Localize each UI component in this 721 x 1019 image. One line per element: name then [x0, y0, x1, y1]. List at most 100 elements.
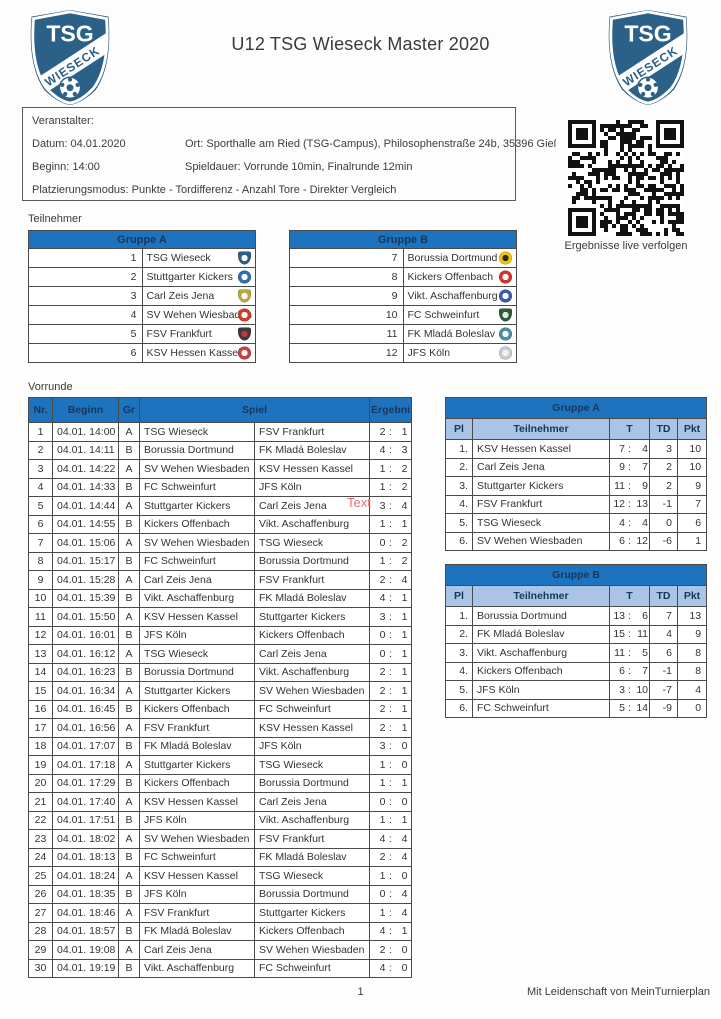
match-group: A	[118, 866, 140, 886]
match-group: A	[118, 940, 140, 960]
score-separator: :	[389, 851, 392, 864]
standings-row: 2. Carl Zeis Jena 9:7 2 10	[445, 457, 708, 477]
away-score: 2	[401, 481, 408, 494]
goal-difference: 6	[649, 643, 678, 663]
rank: 1.	[445, 439, 473, 459]
goals-separator: :	[628, 479, 631, 492]
group-a-title: Gruppe A	[28, 230, 256, 249]
match-result: 1:4	[369, 903, 412, 923]
group-b-title: Gruppe B	[289, 230, 517, 249]
crest-top-text: TSG	[46, 21, 93, 47]
away-team: FK Mladá Boleslav	[254, 588, 370, 608]
away-score: 1	[401, 610, 408, 623]
goal-difference: 7	[649, 606, 678, 626]
home-team: Carl Zeis Jena	[139, 940, 255, 960]
away-score: 0	[401, 869, 408, 882]
team-name: Borussia Dortmund	[472, 606, 610, 626]
team-cell: SV Wehen Wiesbaden	[141, 305, 256, 325]
home-score: 3	[379, 610, 386, 623]
match-row: 28 04.01. 18:57 B FK Mladá Boleslav Kickers …	[28, 921, 412, 941]
match-number: 12	[28, 625, 53, 645]
group-a-participants-table: Gruppe A 1 TSG Wieseck 2 Stuttgarter Kicker…	[28, 230, 256, 363]
away-score: 1	[401, 592, 408, 605]
home-score: 4	[379, 592, 386, 605]
score-separator: :	[389, 703, 392, 716]
team-name: Carl Zeis Jena	[472, 457, 610, 477]
home-team: SV Wehen Wiesbaden	[139, 533, 255, 553]
match-row: 17 04.01. 16:56 A FSV Frankfurt KSV Hessen K…	[28, 718, 412, 738]
match-number: 17	[28, 718, 53, 738]
match-start-time: 04.01. 17:07	[52, 736, 119, 756]
match-result: 2:1	[369, 662, 412, 682]
match-group: B	[118, 662, 140, 682]
match-group: B	[118, 884, 140, 904]
match-start-time: 04.01. 16:56	[52, 718, 119, 738]
score-separator: :	[389, 425, 392, 438]
team-cell: FK Mladá Boleslav	[402, 324, 517, 344]
score-separator: :	[389, 721, 392, 734]
match-result: 4:0	[369, 958, 412, 978]
club-logo-icon	[238, 346, 251, 360]
team-name: KSV Hessen Kassel	[472, 439, 610, 459]
match-result: 4:1	[369, 588, 412, 608]
match-number: 7	[28, 533, 53, 553]
home-score: 2	[379, 425, 386, 438]
goals: 6:12	[609, 531, 650, 551]
team-name: SV Wehen Wiesbaden	[146, 309, 252, 321]
match-result: 0:1	[369, 644, 412, 664]
match-group: B	[118, 440, 140, 460]
standings-row: 5. TSG Wieseck 4:4 0 6	[445, 513, 708, 533]
away-team: KSV Hessen Kassel	[254, 718, 370, 738]
qr-block: Ergebnisse live verfolgen	[556, 112, 696, 252]
points: 1	[676, 531, 708, 551]
match-start-time: 04.01. 15:28	[52, 570, 119, 590]
match-group: A	[118, 644, 140, 664]
goals-for: 9	[619, 461, 625, 474]
match-number: 22	[28, 810, 53, 830]
goals: 12:13	[609, 494, 650, 514]
match-start-time: 04.01. 16:45	[52, 699, 119, 719]
match-result: 1:2	[369, 459, 412, 479]
goals-for: 4	[619, 516, 625, 529]
home-score: 3	[379, 740, 386, 753]
goals-against: 12	[636, 535, 648, 548]
spieldauer-value: Spieldauer: Vorrunde 10min, Finalrunde 1…	[185, 161, 413, 173]
team-name: Vikt. Aschaffenburg	[472, 643, 610, 663]
points: 13	[676, 606, 708, 626]
home-score: 1	[379, 906, 386, 919]
match-start-time: 04.01. 15:50	[52, 607, 119, 627]
away-score: 1	[401, 684, 408, 697]
score-separator: :	[389, 592, 392, 605]
score-separator: :	[389, 573, 392, 586]
match-number: 15	[28, 681, 53, 701]
match-result: 2:1	[369, 718, 412, 738]
match-group: B	[118, 773, 140, 793]
goals-separator: :	[628, 646, 631, 659]
goals: 15:11	[609, 624, 650, 644]
goals-for: 5	[619, 702, 625, 715]
team-number: 3	[28, 286, 143, 306]
home-team: Stuttgarter Kickers	[139, 755, 255, 775]
away-team: TSG Wieseck	[254, 533, 370, 553]
standings-col-teilnehmer: Teilnehmer	[472, 418, 610, 440]
away-score: 1	[401, 425, 408, 438]
home-team: KSV Hessen Kassel	[139, 792, 255, 812]
home-score: 1	[379, 814, 386, 827]
rank: 4.	[445, 661, 473, 681]
away-score: 0	[401, 795, 408, 808]
match-result: 1:2	[369, 477, 412, 497]
match-group: A	[118, 681, 140, 701]
goals-for: 15	[613, 628, 625, 641]
home-score: 4	[379, 962, 386, 975]
score-separator: :	[389, 499, 392, 512]
rank: 2.	[445, 457, 473, 477]
goal-difference: 2	[649, 476, 678, 496]
score-separator: :	[389, 444, 392, 457]
goals: 6:7	[609, 661, 650, 681]
team-cell: JFS Köln	[402, 343, 517, 363]
away-team: FSV Frankfurt	[254, 570, 370, 590]
goal-difference: 3	[649, 439, 678, 459]
away-team: FSV Frankfurt	[254, 422, 370, 442]
goal-difference: 0	[649, 513, 678, 533]
